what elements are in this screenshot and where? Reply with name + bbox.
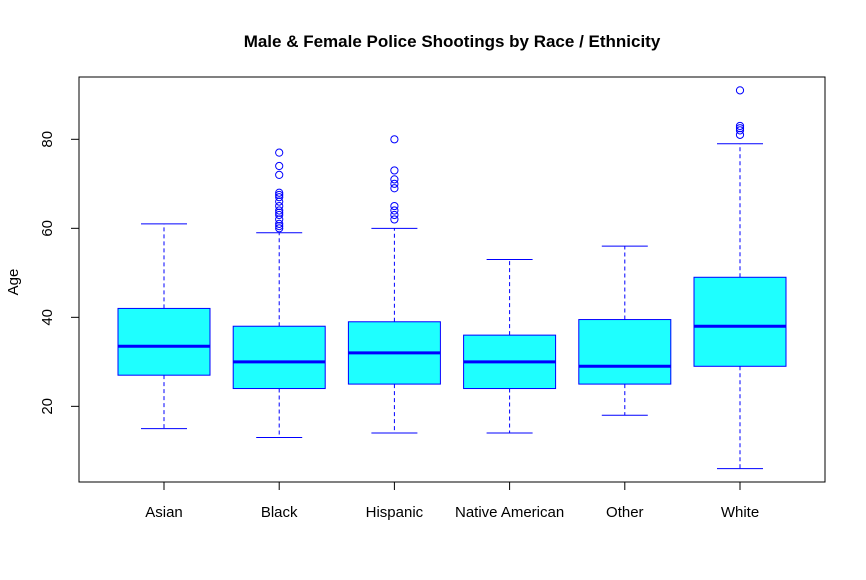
outlier-point (390, 215, 399, 224)
outlier-point (735, 124, 745, 133)
outlier-point (275, 197, 284, 206)
box-series (117, 86, 787, 470)
chart-title: Male & Female Police Shootings by Race /… (244, 32, 661, 51)
outlier-point (275, 215, 284, 224)
outlier-point (275, 161, 284, 171)
outlier-point (275, 208, 284, 217)
x-tick-label: Asian (145, 504, 183, 521)
iqr-box (232, 325, 326, 390)
outlier-point (275, 210, 284, 220)
box-native-american (463, 258, 557, 434)
iqr-box (117, 307, 211, 376)
outlier-point (390, 201, 399, 211)
x-tick-label: Black (261, 504, 298, 521)
outlier-point (275, 206, 284, 215)
outlier-point (275, 201, 284, 211)
outlier-point (390, 206, 399, 215)
x-axis: Asian Black Hispanic Native American Other Wh… (145, 481, 759, 521)
outlier-point (390, 135, 399, 144)
outlier-point (735, 130, 745, 139)
y-axis: 20 40 60 80 (39, 131, 80, 415)
outlier-point (390, 166, 399, 175)
x-tick-label: White (721, 504, 759, 521)
outlier-point (390, 184, 399, 193)
outlier-point (735, 126, 745, 135)
box-asian (117, 223, 211, 430)
outlier-point (390, 179, 399, 188)
y-tick-label: 60 (39, 220, 56, 237)
outlier-point (275, 193, 284, 202)
outlier-point (275, 148, 284, 157)
outlier-point (735, 86, 745, 95)
y-tick-label: 20 (39, 398, 56, 415)
outlier-point (735, 121, 745, 131)
outlier-point (390, 175, 399, 184)
box-white (693, 86, 787, 470)
outlier-point (275, 221, 284, 231)
iqr-box (693, 276, 787, 367)
box-hispanic (347, 135, 441, 434)
outlier-point (275, 188, 284, 197)
outlier-point (275, 190, 284, 200)
y-tick-label: 40 (39, 309, 56, 326)
y-tick-label: 80 (39, 131, 56, 148)
box-other (578, 245, 672, 416)
outlier-point (275, 219, 284, 228)
x-tick-label: Other (606, 504, 644, 521)
y-axis-label: Age (5, 269, 22, 296)
outlier-point (275, 170, 284, 180)
box-black (232, 148, 326, 438)
x-tick-label: Hispanic (366, 504, 424, 521)
outlier-point (390, 210, 399, 220)
outlier-point (275, 224, 284, 233)
iqr-box (578, 319, 672, 385)
x-tick-label: Native American (455, 504, 564, 521)
